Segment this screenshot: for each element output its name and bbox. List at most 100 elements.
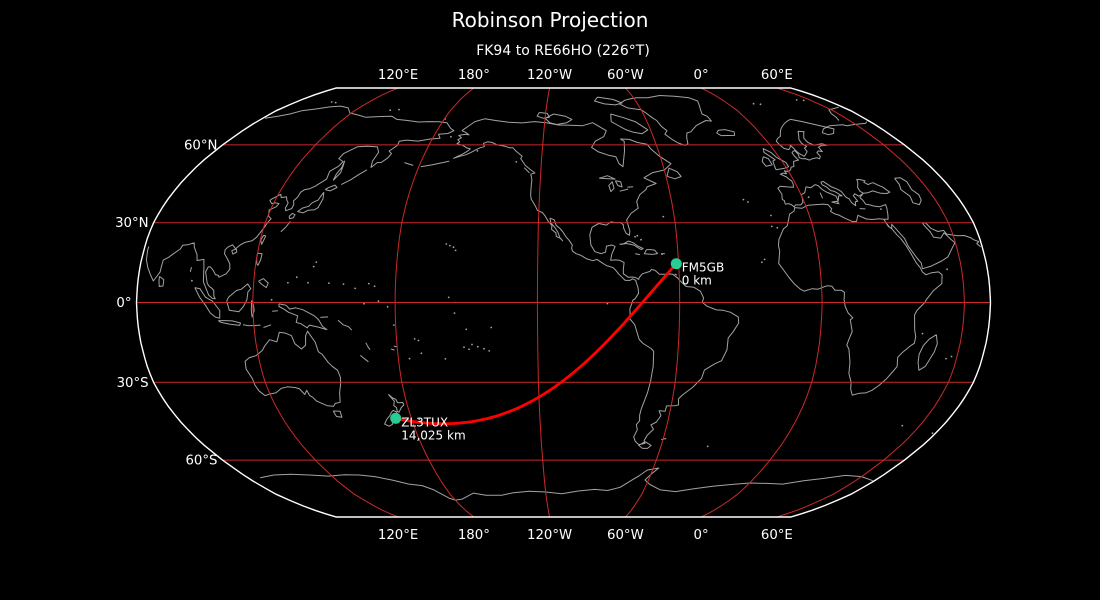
station-distance-label: 14,025 km	[401, 428, 465, 442]
great-circle-path	[394, 262, 678, 426]
map-border	[135, 87, 992, 518]
island-dot	[770, 225, 773, 228]
longitude-tick-label-top: 0°	[694, 68, 709, 83]
longitude-tick-label-bottom: 120°W	[527, 528, 572, 543]
figure-subtitle: FK94 to RE66HO (226°T)	[476, 43, 650, 59]
island-dot	[742, 198, 745, 201]
island-dot	[389, 109, 392, 112]
longitude-tick-label-bottom: 60°W	[607, 528, 644, 543]
island-dot	[931, 432, 934, 435]
island-dot	[454, 249, 457, 252]
island-dot	[776, 226, 779, 229]
longitude-tick-label-top: 120°W	[527, 68, 572, 83]
island-dot	[901, 424, 904, 427]
island-dot	[373, 285, 376, 288]
island-dot	[634, 235, 636, 238]
latitude-tick-label: 30°S	[117, 376, 149, 391]
island-dot	[468, 348, 470, 351]
station-callsign-label: ZL3TUX	[401, 415, 448, 429]
island-dot	[417, 339, 420, 342]
figure-title: Robinson Projection	[451, 8, 649, 32]
longitude-tick-label-top: 180°	[458, 68, 490, 83]
island-dot	[398, 108, 400, 111]
island-dot	[945, 357, 947, 360]
island-dot	[807, 196, 810, 199]
island-dot	[490, 326, 493, 329]
longitude-tick-label-bottom: 60°E	[761, 528, 793, 543]
island-dot	[661, 253, 663, 256]
island-dot	[706, 445, 709, 448]
island-dot	[606, 302, 609, 305]
island-dot	[880, 208, 882, 211]
island-dot	[662, 215, 665, 218]
island-dot	[761, 261, 763, 264]
longitude-tick-label-bottom: 0°	[694, 528, 709, 543]
graticule-gridlines	[136, 87, 991, 518]
island-dot	[453, 312, 456, 314]
longitude-tick-label-top: 60°E	[761, 68, 793, 83]
island-dot	[354, 287, 356, 290]
island-dot	[950, 355, 953, 358]
island-dot	[463, 346, 465, 349]
latitude-tick-label: 0°	[116, 296, 131, 311]
island-dot	[770, 214, 772, 217]
island-dot	[328, 282, 330, 284]
longitude-tick-label-top: 120°E	[378, 68, 418, 83]
station-marker	[390, 412, 402, 424]
island-dot	[444, 358, 447, 360]
island-dot	[342, 283, 345, 285]
island-dot	[752, 102, 755, 105]
island-dot	[465, 328, 468, 331]
island-dot	[312, 265, 315, 268]
island-dot	[921, 332, 924, 335]
island-dot	[488, 350, 491, 352]
island-dot	[295, 276, 298, 279]
island-dot	[515, 161, 518, 163]
island-dot	[377, 300, 380, 303]
longitude-tick-label-bottom: 120°E	[378, 528, 418, 543]
island-dot	[450, 135, 452, 138]
island-dot	[334, 101, 337, 104]
station-marker	[670, 258, 682, 270]
island-dot	[408, 357, 411, 360]
island-dot	[330, 101, 333, 103]
island-dot	[418, 418, 421, 421]
island-dot	[802, 99, 805, 102]
island-dot	[367, 282, 370, 285]
island-dot	[315, 261, 318, 263]
island-dot	[363, 302, 365, 305]
longitude-tick-label-bottom: 180°	[458, 528, 490, 543]
island-dot	[946, 268, 948, 271]
station-distance-label: 0 km	[682, 274, 712, 288]
island-dot	[191, 279, 193, 282]
latitude-tick-label: 60°N	[184, 138, 218, 153]
island-dot	[476, 150, 479, 152]
island-dot	[471, 343, 473, 346]
island-dot	[386, 305, 389, 308]
island-dot	[795, 99, 798, 101]
island-dot	[287, 281, 289, 284]
station-callsign-label: FM5GB	[682, 261, 724, 275]
island-dot	[636, 234, 639, 237]
island-dot	[447, 296, 450, 299]
island-dot	[445, 243, 448, 245]
island-dot	[747, 201, 749, 203]
island-dot	[413, 338, 416, 340]
island-dot	[307, 281, 309, 284]
island-dot	[640, 238, 642, 241]
coastline	[145, 95, 981, 501]
island-dot	[476, 345, 479, 348]
longitude-tick-label-top: 60°W	[607, 68, 644, 83]
island-dot	[452, 246, 455, 249]
latitude-tick-label: 60°S	[185, 454, 217, 469]
island-dot	[763, 258, 766, 261]
island-dot	[449, 244, 451, 247]
latitude-tick-label: 30°N	[115, 216, 149, 231]
island-dot	[483, 347, 485, 350]
island-dot	[420, 352, 423, 355]
island-dot	[270, 298, 273, 301]
island-dot	[392, 324, 395, 326]
island-dot	[759, 103, 762, 106]
